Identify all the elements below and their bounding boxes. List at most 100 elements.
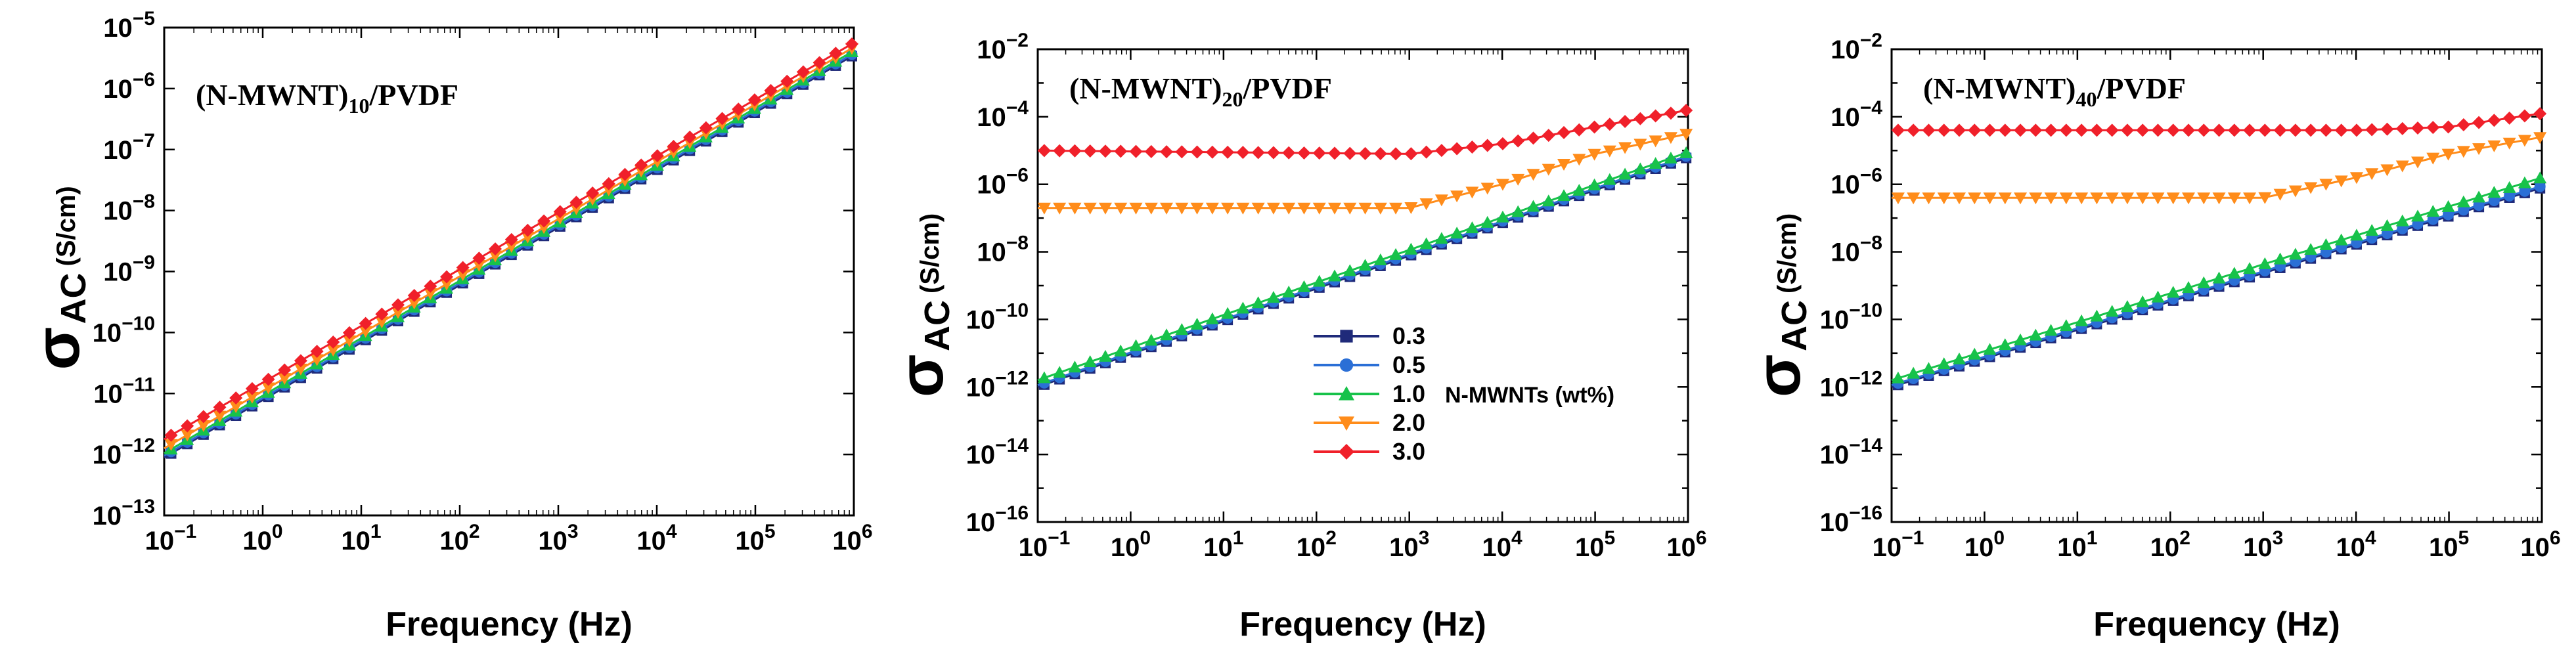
data-point (764, 83, 778, 97)
y-tick-label: 10−7 (103, 130, 155, 165)
y-tick-label: 10−11 (93, 374, 155, 408)
data-point (1633, 162, 1647, 175)
legend: 0.30.51.02.03.0 N-MWNTs (wt%) (1314, 322, 1614, 465)
y-tick-label: 10−6 (1831, 165, 1882, 200)
data-point (1907, 123, 1921, 137)
data-point (2349, 123, 2363, 137)
data-point (2334, 233, 2348, 246)
data-point (1511, 134, 1525, 148)
data-point (213, 401, 227, 414)
data-point (553, 205, 567, 219)
data-point (294, 354, 307, 368)
data-point (1327, 202, 1341, 215)
x-tick-label: 103 (1389, 527, 1429, 562)
data-point (2395, 160, 2409, 173)
data-point (278, 373, 292, 385)
data-point (1572, 123, 1586, 137)
data-point (1618, 142, 1632, 154)
data-point (1618, 115, 1632, 129)
data-point (683, 130, 697, 144)
data-point (1312, 202, 1326, 215)
data-point (1205, 312, 1219, 324)
series-1.0 (1891, 171, 2547, 383)
data-point (1679, 146, 1693, 158)
data-point (2044, 123, 2058, 137)
data-point (569, 203, 583, 215)
data-point (1312, 146, 1326, 160)
data-point (1098, 144, 1112, 158)
x-axis-title: Frequency (Hz) (1239, 605, 1486, 643)
data-point (2456, 146, 2470, 158)
data-point (1114, 344, 1128, 357)
y-axis-units: (S/cm) (52, 186, 81, 266)
data-point (2136, 123, 2150, 137)
data-point (2502, 181, 2516, 193)
data-point (2395, 214, 2409, 227)
data-point (2426, 205, 2440, 217)
data-point (2212, 123, 2226, 137)
data-point (1053, 366, 1067, 378)
data-point (2227, 192, 2241, 205)
data-point (391, 298, 405, 312)
series-2.0 (1037, 129, 1693, 215)
data-point (440, 270, 454, 284)
y-axis-title: σAC (S/cm) (886, 213, 957, 397)
data-point (1572, 183, 1586, 196)
data-point (407, 297, 421, 310)
data-point (1282, 285, 1296, 297)
data-point (1618, 167, 1632, 180)
data-point (1434, 144, 1448, 158)
data-point (2136, 295, 2150, 307)
data-point (1205, 145, 1219, 159)
data-point (1998, 338, 2012, 351)
y-axis-subscript: AC (918, 300, 957, 351)
data-point (2518, 109, 2531, 123)
data-point (489, 242, 502, 256)
y-tick-label: 10−12 (93, 435, 155, 469)
y-axis-units: (S/cm) (916, 213, 944, 293)
legend-label: 0.3 (1392, 322, 1425, 349)
data-point (1664, 106, 1677, 120)
x-axis-title: Frequency (Hz) (386, 605, 633, 643)
data-point (1557, 125, 1571, 139)
data-point (2487, 140, 2501, 152)
legend-caption: N-MWNTs (wt%) (1445, 383, 1614, 408)
data-point (2273, 123, 2287, 137)
x-tick-label: 104 (2336, 527, 2377, 562)
data-point (1144, 334, 1158, 346)
x-tick-label: 102 (1297, 527, 1337, 562)
data-point (537, 214, 551, 228)
data-point (2014, 333, 2028, 345)
x-tick-label: 100 (242, 521, 282, 555)
data-point (2181, 281, 2195, 293)
data-point (1526, 131, 1540, 145)
series-line (1038, 133, 1689, 209)
data-point (1952, 192, 1966, 205)
data-point (1251, 202, 1265, 215)
y-tick-label: 10−10 (966, 299, 1029, 334)
y-tick-label: 10−6 (977, 165, 1029, 200)
data-point (1389, 248, 1403, 260)
data-point (407, 289, 421, 303)
data-point (602, 184, 615, 196)
data-point (1557, 189, 1571, 202)
y-axis-symbol: σ (1743, 354, 1813, 397)
data-point (1160, 328, 1174, 341)
x-tick-label: 106 (832, 521, 872, 555)
data-point (1251, 296, 1265, 309)
data-point (1572, 154, 1586, 166)
y-axis-units: (S/cm) (1773, 213, 1802, 293)
data-point (1343, 146, 1357, 160)
data-point (1297, 280, 1311, 292)
data-point (1633, 112, 1647, 125)
legend-marker (1339, 444, 1354, 460)
data-point (310, 345, 324, 359)
data-point (2365, 224, 2379, 236)
data-point (196, 420, 210, 432)
data-point (732, 102, 745, 116)
data-point (1465, 221, 1479, 234)
data-point (181, 429, 194, 442)
data-point (2487, 186, 2501, 198)
series-0.5 (1891, 181, 2546, 389)
data-point (1922, 123, 1936, 137)
